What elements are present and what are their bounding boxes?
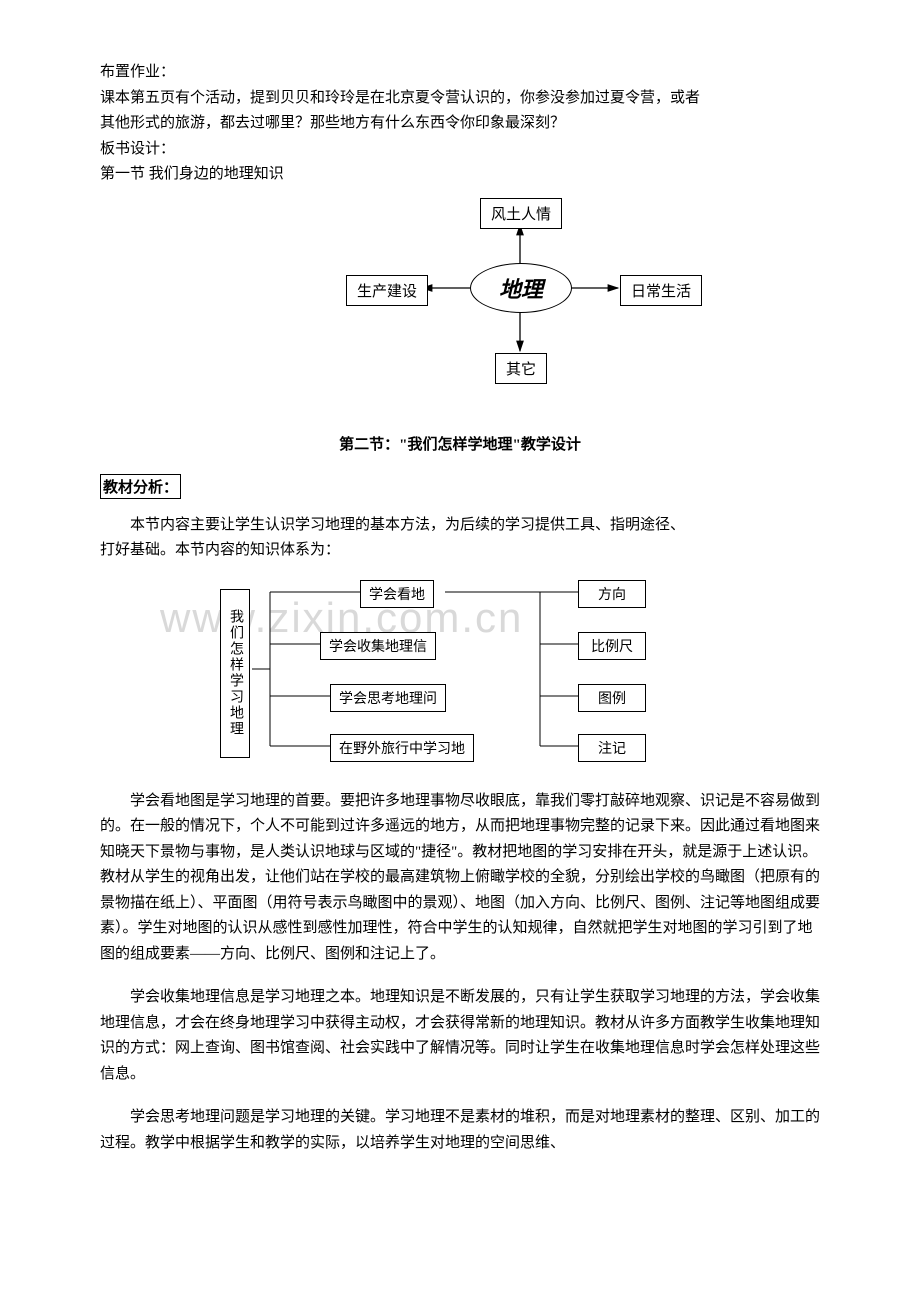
d2-mid-2: 学会思考地理问: [330, 684, 446, 712]
homework-line1: 课本第五页有个活动，提到贝贝和玲玲是在北京夏令营认识的，你参没参加过夏令营，或者: [100, 86, 820, 112]
concept-diagram-geography: 风土人情 生产建设 地理 日常生活 其它: [100, 193, 820, 403]
d2-right-3: 注记: [578, 734, 646, 762]
d1-right-box: 日常生活: [620, 275, 702, 306]
section2-title: 第二节："我们怎样学地理"教学设计: [100, 433, 820, 454]
d2-mid-1: 学会收集地理信: [320, 632, 436, 660]
d2-right-1: 比例尺: [578, 632, 646, 660]
d2-right-0: 方向: [578, 580, 646, 608]
body-p4: 学会思考地理问题是学习地理的关键。学习地理不是素材的堆积，而是对地理素材的整理、…: [100, 1105, 820, 1156]
section1-heading: 第一节 我们身边的地理知识: [100, 162, 820, 188]
analysis-label: 教材分析：: [100, 474, 181, 499]
knowledge-tree-diagram: www.zixin.com.cn 我们怎样学习地理 学会看地 学会收集地理信 学…: [100, 574, 820, 774]
diagram1-arrows: [100, 193, 820, 403]
homework-title: 布置作业：: [100, 60, 820, 86]
d2-mid-3: 在野外旅行中学习地: [330, 734, 474, 762]
analysis-p1-l2: 打好基础。本节内容的知识体系为：: [100, 538, 820, 564]
d1-left-box: 生产建设: [346, 275, 428, 306]
d2-right-2: 图例: [578, 684, 646, 712]
homework-line2: 其他形式的旅游，都去过哪里？那些地方有什么东西令你印象最深刻？: [100, 111, 820, 137]
board-title: 板书设计：: [100, 137, 820, 163]
d1-top-box: 风土人情: [480, 198, 562, 229]
analysis-p1-l1: 本节内容主要让学生认识学习地理的基本方法，为后续的学习提供工具、指明途径、: [100, 513, 820, 539]
d1-center-text: 地理: [499, 272, 543, 304]
body-p3: 学会收集地理信息是学习地理之本。地理知识是不断发展的，只有让学生获取学习地理的方…: [100, 985, 820, 1087]
d1-bottom-box: 其它: [495, 353, 547, 384]
d1-center-ellipse: 地理: [470, 263, 572, 313]
d2-root: 我们怎样学习地理: [220, 589, 250, 758]
d2-mid-0: 学会看地: [360, 580, 434, 608]
body-p2: 学会看地图是学习地理的首要。要把许多地理事物尽收眼底，靠我们零打敲碎地观察、识记…: [100, 789, 820, 968]
